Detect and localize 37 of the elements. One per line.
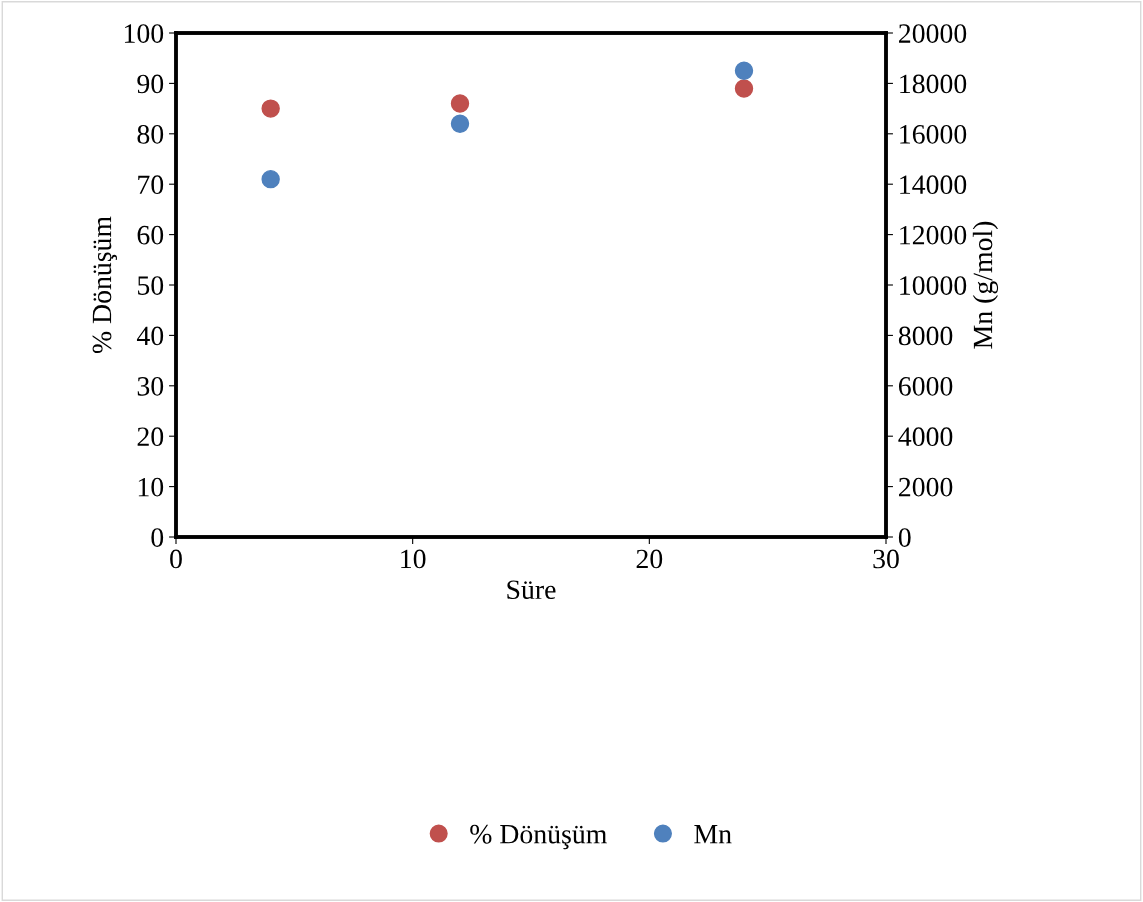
y-tick-label: 0 <box>151 528 164 547</box>
y2-tick-label: 8000 <box>898 326 953 346</box>
y-tick-label: 50 <box>138 276 164 295</box>
x-tick-label: 10 <box>401 549 426 569</box>
point <box>734 79 754 98</box>
y-tick-label: 70 <box>138 175 164 195</box>
y2-tick-label: 14000 <box>900 175 967 195</box>
x-tick-label: 30 <box>873 549 899 569</box>
y2-tick-label: 10000 <box>900 276 967 295</box>
x-tick-label: 20 <box>636 549 663 569</box>
y2-tick-label: 0 <box>898 528 911 547</box>
y-tick-label: 20 <box>137 427 164 447</box>
legend-label: % Dönüşüm <box>470 824 607 850</box>
y-tick-label: 60 <box>137 225 164 245</box>
y-tick-label: 90 <box>137 74 164 94</box>
point <box>450 114 470 133</box>
y2-tick-label: 16000 <box>900 124 967 144</box>
y-tick-label: 100 <box>124 24 164 43</box>
y2-tick-label: 4000 <box>898 427 953 447</box>
y2-tick-label: 20000 <box>899 24 967 43</box>
point <box>261 169 280 189</box>
y2-tick-label: 18000 <box>900 74 967 94</box>
y-axis-title: % Dönüşüm <box>92 216 117 354</box>
legend-label: Mn <box>694 825 732 844</box>
y-tick-label: 40 <box>136 326 164 346</box>
y-tick-label: 10 <box>138 477 164 497</box>
y2-tick-label: 12000 <box>900 225 967 245</box>
y2-axis-title: Mn (g/mol) <box>972 221 999 349</box>
y-tick-label: 30 <box>137 376 164 396</box>
x-axis-title: Süre <box>507 580 556 600</box>
x-tick-label: 0 <box>170 549 182 569</box>
point <box>734 61 754 81</box>
point <box>450 94 470 113</box>
y-tick-label: 80 <box>137 124 164 144</box>
y2-tick-label: 6000 <box>899 376 953 396</box>
point <box>261 99 280 118</box>
y2-tick-label: 2000 <box>899 477 953 497</box>
